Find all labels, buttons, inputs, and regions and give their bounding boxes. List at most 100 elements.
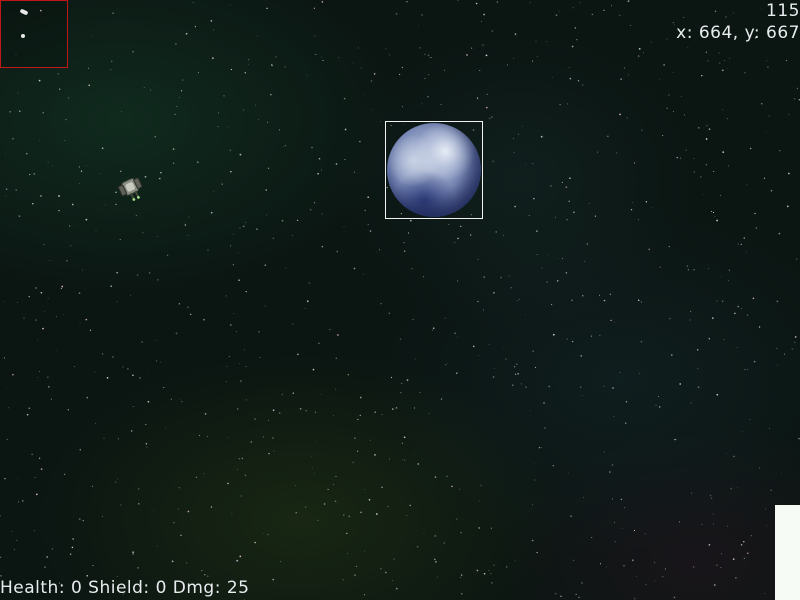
star [776, 347, 778, 349]
star [727, 525, 729, 527]
star [36, 339, 38, 340]
star [337, 334, 339, 336]
star [648, 248, 651, 251]
star [532, 163, 534, 165]
star [230, 68, 233, 71]
star [511, 384, 514, 386]
star [707, 60, 709, 62]
star [554, 216, 557, 218]
star [603, 385, 605, 387]
star [434, 476, 437, 478]
star [86, 575, 88, 577]
star [192, 2, 194, 4]
star [166, 254, 169, 256]
star [267, 121, 269, 123]
star [197, 72, 199, 74]
minimap[interactable] [0, 0, 68, 68]
star [572, 7, 574, 9]
star [672, 71, 674, 73]
star [16, 539, 18, 541]
star [708, 128, 711, 130]
star [256, 228, 258, 230]
star [380, 568, 382, 570]
star [15, 189, 17, 191]
star [227, 436, 229, 438]
star [400, 213, 402, 215]
star [650, 41, 652, 43]
star [541, 267, 543, 269]
star [536, 230, 538, 232]
star [64, 473, 66, 475]
star [440, 103, 442, 105]
star [65, 118, 67, 121]
star [581, 582, 583, 584]
star [376, 251, 378, 253]
star [243, 349, 245, 351]
star [640, 301, 643, 303]
star [92, 564, 94, 567]
star [335, 163, 338, 165]
star [299, 407, 302, 410]
score-counter: 115 [766, 1, 800, 21]
star [264, 264, 267, 267]
star [550, 303, 553, 306]
star [607, 135, 609, 137]
star [321, 245, 324, 248]
star [566, 219, 568, 221]
star [505, 358, 507, 360]
player-coordinates: x: 664, y: 667 [676, 23, 800, 43]
star [342, 579, 344, 581]
star [693, 171, 696, 173]
star [565, 186, 568, 188]
star [546, 281, 548, 283]
star [538, 446, 541, 449]
star [557, 258, 558, 259]
star [521, 125, 523, 127]
star [142, 232, 144, 234]
planet-icon[interactable] [387, 123, 481, 217]
star [247, 589, 248, 591]
star [174, 113, 176, 116]
star [85, 318, 88, 321]
star [623, 564, 625, 567]
star [285, 145, 287, 147]
star [594, 215, 597, 217]
star [486, 93, 488, 96]
star [492, 376, 495, 378]
star [714, 215, 716, 217]
star [156, 545, 158, 547]
star [586, 243, 589, 245]
star [317, 519, 319, 521]
star [409, 504, 411, 507]
star [146, 446, 148, 448]
star [613, 321, 615, 323]
star [528, 214, 530, 216]
star [658, 395, 660, 397]
star [721, 553, 723, 555]
star [483, 276, 485, 278]
spaceship-icon[interactable] [114, 170, 150, 202]
star [730, 487, 733, 490]
star [273, 450, 275, 452]
star [687, 46, 689, 48]
star [28, 582, 30, 584]
star [155, 340, 156, 341]
planet-target-box[interactable] [385, 121, 483, 219]
star [227, 482, 229, 485]
star [623, 67, 626, 69]
star [747, 552, 749, 554]
star [119, 239, 121, 241]
star [737, 305, 740, 308]
star [392, 408, 394, 410]
star [404, 250, 406, 252]
star [85, 218, 88, 221]
star [321, 213, 323, 215]
star [712, 513, 714, 515]
star [78, 292, 81, 294]
star [749, 147, 752, 150]
star [483, 13, 485, 16]
star [471, 47, 473, 49]
star [243, 109, 245, 111]
star [26, 413, 29, 416]
